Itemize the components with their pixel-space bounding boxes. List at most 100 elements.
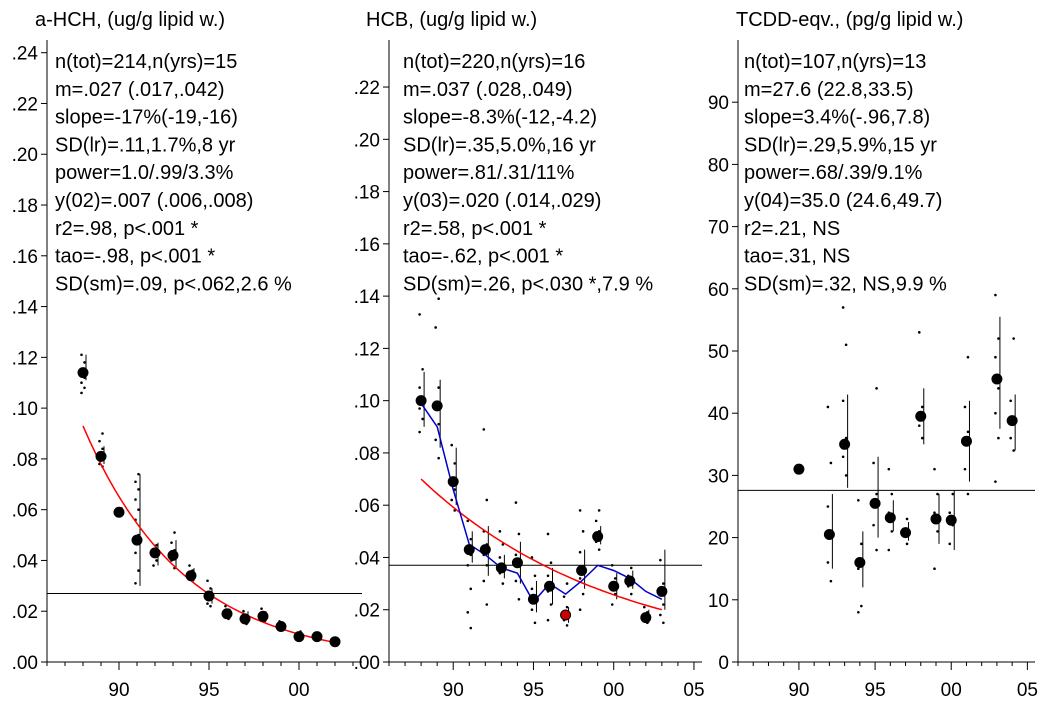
- sample-point: [418, 386, 421, 389]
- sample-point: [844, 436, 848, 440]
- sample-point: [629, 566, 633, 570]
- sample-point: [629, 592, 633, 596]
- sample-point: [549, 603, 553, 606]
- sample-point: [826, 561, 830, 564]
- annual-mean-point: [839, 438, 851, 450]
- sample-point: [485, 603, 489, 606]
- sample-point: [890, 530, 894, 533]
- annual-mean-point: [511, 557, 523, 569]
- annual-mean-point: [311, 631, 323, 643]
- x-tick-label: 00: [603, 680, 624, 701]
- sample-point: [485, 498, 489, 502]
- sample-point: [546, 574, 550, 578]
- panel-tcdd-eqv: TCDD-eqv., (pg/g lipid w.) 0 10 20 30 40 50 60 7…: [708, 9, 1038, 701]
- sample-point: [80, 381, 83, 385]
- stat-line: n(tot)=214,n(yrs)=15: [55, 51, 237, 73]
- sample-point: [826, 405, 830, 409]
- sample-point: [134, 480, 137, 484]
- sample-point: [917, 424, 921, 427]
- annual-mean-point: [793, 463, 805, 475]
- sample-point: [1012, 337, 1015, 340]
- sample-point: [662, 621, 665, 625]
- annual-mean-point: [900, 527, 912, 539]
- stat-line: y(02)=.007 (.006,.008): [55, 190, 253, 212]
- stat-line: power=1.0/.99/3.3%: [55, 162, 234, 184]
- sample-point: [485, 564, 489, 567]
- y-tick-label: 60: [708, 280, 729, 301]
- y-tick-label: .08: [12, 450, 38, 471]
- stat-line: power=.81/.31/11%: [403, 162, 575, 184]
- y-tick-label: .12: [354, 339, 380, 360]
- trend-line: [82, 425, 336, 644]
- sample-point: [933, 567, 936, 570]
- sample-point: [860, 542, 863, 546]
- sample-point: [469, 587, 473, 591]
- sample-point: [997, 436, 1000, 440]
- annual-mean-point: [77, 367, 89, 379]
- sample-point: [101, 447, 104, 451]
- stat-line: slope=-8.3%(-12,-4.2): [403, 107, 597, 129]
- sample-point: [188, 564, 191, 567]
- sample-point: [578, 577, 582, 580]
- x-tick-label: 05: [683, 680, 704, 701]
- y-tick-label: .06: [354, 496, 380, 517]
- sample-point: [933, 511, 936, 515]
- x-tick-label: 90: [443, 680, 464, 701]
- sample-point: [242, 609, 245, 613]
- sample-point: [498, 556, 502, 559]
- stat-line: n(tot)=220,n(yrs)=16: [403, 51, 585, 73]
- sample-point: [890, 492, 894, 496]
- x-tick-label: 00: [288, 680, 309, 701]
- annual-mean-point: [527, 593, 539, 605]
- sample-point: [562, 595, 566, 598]
- sample-point: [875, 387, 878, 390]
- y-tick-label: .02: [354, 601, 380, 622]
- trend-line: [420, 478, 663, 611]
- sample-point: [437, 456, 440, 460]
- annual-mean-point: [560, 609, 572, 621]
- stat-line: tao=-.62, p<.001 *: [403, 246, 563, 268]
- sample-point: [857, 610, 860, 614]
- annual-mean-point: [960, 435, 972, 447]
- sample-point: [517, 532, 521, 536]
- y-tick-label: .20: [12, 145, 38, 166]
- smooth-line: [420, 402, 663, 604]
- stat-line: SD(sm)=.32, NS,9.9 %: [744, 273, 947, 295]
- stat-line: slope=3.4%(-.96,7.8): [744, 107, 930, 129]
- sample-point: [994, 480, 997, 483]
- sample-point: [466, 564, 470, 567]
- annual-mean-point: [257, 610, 269, 622]
- y-tick-label: .24: [12, 44, 39, 65]
- y-tick-label: 90: [708, 93, 729, 114]
- annual-mean-point: [624, 575, 636, 587]
- x-tick-label: 90: [108, 680, 129, 701]
- sample-point: [826, 505, 830, 508]
- sample-point: [1009, 399, 1012, 403]
- annual-mean-point: [415, 395, 427, 407]
- y-tick-label: 10: [708, 591, 729, 612]
- sample-point: [597, 548, 601, 551]
- sample-point: [137, 508, 140, 511]
- sample-point: [872, 461, 875, 465]
- sample-point: [260, 607, 263, 610]
- sample-point: [920, 405, 924, 409]
- y-tick-label: 50: [708, 342, 729, 363]
- sample-point: [994, 293, 997, 297]
- sample-point: [594, 519, 598, 523]
- sample-point: [80, 391, 83, 395]
- y-tick-label: 80: [708, 155, 729, 176]
- sample-point: [613, 577, 617, 580]
- sample-point: [829, 579, 833, 583]
- chart-title: a-HCH, (ug/g lipid w.): [35, 9, 225, 31]
- annual-mean-point: [656, 585, 668, 597]
- stat-line: SD(lr)=.35,5.0%,16 yr: [403, 134, 596, 156]
- sample-point: [173, 531, 176, 534]
- sample-point: [418, 313, 421, 316]
- stat-line: y(04)=35.0 (24.6,49.7): [744, 190, 942, 212]
- sample-point: [841, 306, 845, 309]
- sample-point: [963, 405, 967, 409]
- stat-line: m=27.6 (22.8,33.5): [744, 79, 914, 101]
- annual-mean-point: [915, 410, 927, 422]
- annual-mean-point: [823, 528, 835, 540]
- sample-point: [450, 498, 454, 502]
